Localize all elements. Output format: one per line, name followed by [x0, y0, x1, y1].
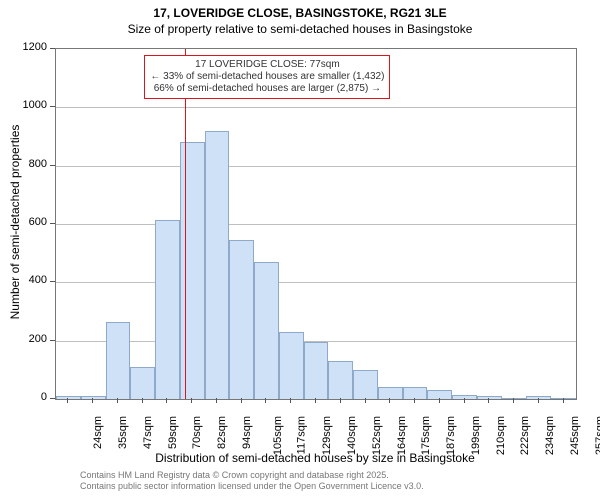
x-tick-label: 245sqm [569, 416, 581, 455]
x-tick-label: 129sqm [321, 416, 333, 455]
y-tick-label: 1000 [0, 99, 47, 111]
chart-container: 17, LOVERIDGE CLOSE, BASINGSTOKE, RG21 3… [0, 0, 600, 500]
x-tick-mark [142, 398, 143, 403]
annotation-line: ← 33% of semi-detached houses are smalle… [150, 71, 384, 83]
x-tick-mark [414, 398, 415, 403]
x-tick-mark [340, 398, 341, 403]
x-tick-label: 24sqm [92, 416, 104, 449]
histogram-bar [304, 342, 329, 399]
histogram-bar [551, 398, 576, 399]
y-tick-mark [50, 281, 55, 282]
x-tick-mark [166, 398, 167, 403]
credits-line-1: Contains HM Land Registry data © Crown c… [80, 470, 389, 480]
histogram-bar [279, 332, 304, 399]
gridline [56, 107, 576, 108]
y-tick-mark [50, 398, 55, 399]
y-tick-mark [50, 340, 55, 341]
x-tick-mark [92, 398, 93, 403]
gridline [56, 224, 576, 225]
x-tick-label: 94sqm [241, 416, 253, 449]
x-tick-label: 117sqm [296, 416, 308, 454]
y-tick-mark [50, 165, 55, 166]
x-tick-label: 187sqm [445, 416, 457, 455]
x-tick-label: 175sqm [420, 416, 432, 455]
histogram-bar [106, 322, 131, 399]
x-tick-mark [513, 398, 514, 403]
histogram-bar [205, 131, 230, 399]
x-tick-label: 105sqm [272, 416, 284, 455]
histogram-bar [452, 395, 477, 399]
x-tick-label: 82sqm [216, 416, 228, 449]
x-tick-mark [464, 398, 465, 403]
x-tick-mark [315, 398, 316, 403]
chart-title: 17, LOVERIDGE CLOSE, BASINGSTOKE, RG21 3… [0, 0, 600, 20]
histogram-bar [56, 396, 81, 400]
x-tick-mark [117, 398, 118, 403]
histogram-bar [254, 262, 279, 399]
x-tick-mark [191, 398, 192, 403]
x-tick-label: 257sqm [594, 416, 600, 455]
x-tick-mark [216, 398, 217, 403]
histogram-bar [427, 390, 452, 399]
x-tick-mark [241, 398, 242, 403]
x-tick-label: 70sqm [191, 416, 203, 449]
y-tick-mark [50, 48, 55, 49]
x-tick-mark [439, 398, 440, 403]
x-tick-label: 152sqm [371, 416, 383, 455]
x-tick-mark [538, 398, 539, 403]
x-tick-mark [67, 398, 68, 403]
gridline [56, 166, 576, 167]
x-tick-mark [265, 398, 266, 403]
histogram-bar [526, 396, 551, 399]
y-tick-label: 1200 [0, 41, 47, 53]
chart-subtitle: Size of property relative to semi-detach… [0, 20, 600, 36]
y-tick-label: 400 [0, 274, 47, 286]
x-tick-mark [488, 398, 489, 403]
y-tick-label: 600 [0, 216, 47, 228]
histogram-bar [130, 367, 155, 399]
property-marker-line [185, 49, 186, 399]
histogram-bar [180, 142, 205, 399]
x-tick-mark [365, 398, 366, 403]
plot-area: 17 LOVERIDGE CLOSE: 77sqm← 33% of semi-d… [55, 48, 577, 400]
annotation-line: 66% of semi-detached houses are larger (… [150, 83, 384, 95]
x-tick-label: 222sqm [519, 416, 531, 455]
x-tick-mark [389, 398, 390, 403]
y-tick-label: 0 [0, 391, 47, 403]
x-tick-mark [290, 398, 291, 403]
x-tick-label: 210sqm [495, 416, 507, 455]
x-tick-label: 140sqm [346, 416, 358, 455]
histogram-bar [229, 240, 254, 399]
x-tick-mark [563, 398, 564, 403]
x-tick-label: 199sqm [470, 416, 482, 455]
x-tick-label: 234sqm [544, 416, 556, 455]
y-tick-label: 200 [0, 333, 47, 345]
annotation-box: 17 LOVERIDGE CLOSE: 77sqm← 33% of semi-d… [144, 55, 390, 99]
x-tick-label: 47sqm [142, 416, 154, 449]
y-tick-mark [50, 223, 55, 224]
y-tick-mark [50, 106, 55, 107]
histogram-bar [155, 220, 180, 399]
gridline [56, 282, 576, 283]
histogram-bar [328, 361, 353, 399]
annotation-line: 17 LOVERIDGE CLOSE: 77sqm [150, 59, 384, 71]
x-tick-label: 164sqm [396, 416, 408, 455]
credits-line-2: Contains public sector information licen… [80, 481, 424, 491]
histogram-bar [353, 370, 378, 399]
x-tick-label: 59sqm [167, 416, 179, 449]
y-tick-label: 800 [0, 158, 47, 170]
x-tick-label: 35sqm [117, 416, 129, 449]
